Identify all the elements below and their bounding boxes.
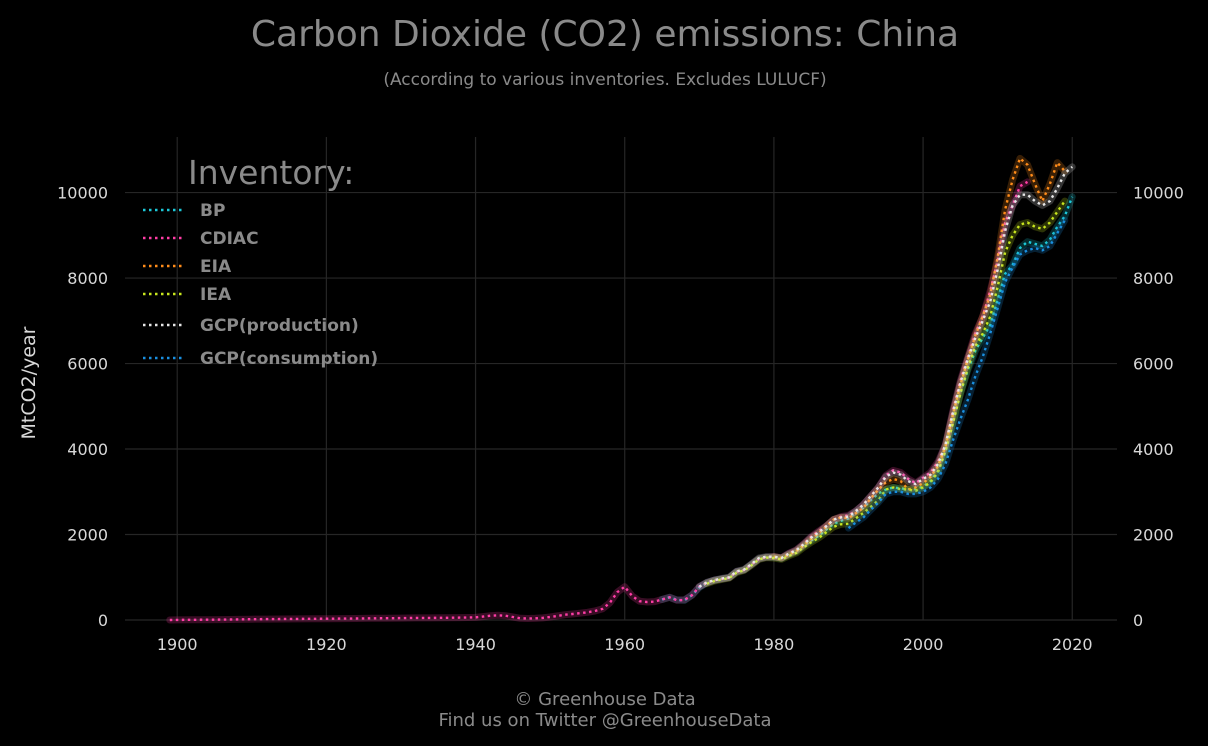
- series-line-iea: [706, 200, 1066, 585]
- y-tick-left-2000: 2000: [67, 526, 108, 545]
- x-tick-1940: 1940: [455, 635, 496, 654]
- y-axis-label: MtCO2/year: [18, 326, 40, 439]
- x-tick-2020: 2020: [1052, 635, 1093, 654]
- footer-credit: © Greenhouse Data: [514, 689, 695, 710]
- x-tick-2000: 2000: [903, 635, 944, 654]
- x-tick-1900: 1900: [157, 635, 198, 654]
- legend-label-gcp-consumption: GCP(consumption): [200, 349, 378, 369]
- legend-label-cdiac: CDIAC: [200, 229, 259, 249]
- legend-items: BP CDIAC EIA IEA GCP(production) GCP(consumpt…: [143, 201, 378, 369]
- x-tick-1960: 1960: [604, 635, 645, 654]
- y-tick-left-6000: 6000: [67, 355, 108, 374]
- y-tick-left-8000: 8000: [67, 269, 108, 288]
- legend-label-eia: EIA: [200, 257, 232, 277]
- series-line-cdiac: [169, 180, 1029, 622]
- y-tick-right-0: 0: [1133, 611, 1143, 630]
- y-axis-left: 0 2000 4000 6000 8000 10000: [57, 184, 108, 630]
- x-tick-1980: 1980: [754, 635, 795, 654]
- y-tick-left-4000: 4000: [67, 440, 108, 459]
- x-tick-1920: 1920: [306, 635, 347, 654]
- x-axis: 1900 1920 1940 1960 1980 2000 2020: [157, 635, 1093, 654]
- footer-twitter: Find us on Twitter @GreenhouseData: [438, 710, 771, 731]
- y-tick-right-8000: 8000: [1133, 269, 1174, 288]
- series-layer: [166, 154, 1076, 624]
- legend: Inventory: BP CDIAC EIA IEA GCP(production) G…: [143, 153, 378, 369]
- series-glow-gcp-production: [695, 163, 1076, 591]
- y-tick-right-10000: 10000: [1133, 184, 1184, 203]
- series-line-bp: [661, 196, 1074, 602]
- y-axis-right: 0 2000 4000 6000 8000 10000: [1133, 184, 1184, 630]
- y-tick-right-6000: 6000: [1133, 355, 1174, 374]
- chart-subtitle: (According to various inventories. Exclu…: [383, 70, 826, 90]
- y-tick-right-4000: 4000: [1133, 440, 1174, 459]
- legend-label-gcp-production: GCP(production): [200, 316, 359, 336]
- chart-title: Carbon Dioxide (CO2) emissions: China: [251, 14, 959, 55]
- legend-label-bp: BP: [200, 201, 225, 221]
- y-tick-left-10000: 10000: [57, 184, 108, 203]
- y-tick-left-0: 0: [98, 611, 108, 630]
- y-tick-right-2000: 2000: [1133, 526, 1174, 545]
- legend-label-iea: IEA: [200, 285, 232, 305]
- series-line-gcp-consumption: [847, 219, 1066, 530]
- legend-title: Inventory:: [188, 153, 354, 192]
